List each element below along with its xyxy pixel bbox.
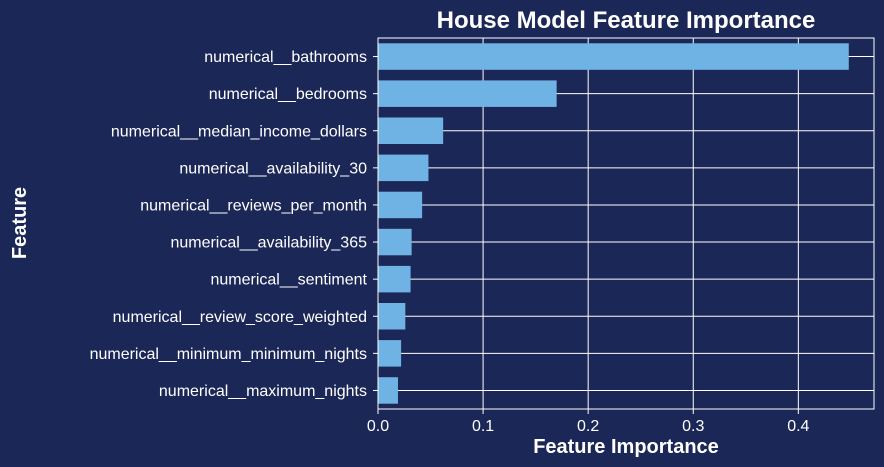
bar-numerical-maximum-nights [378,377,398,404]
chart-title: House Model Feature Importance [437,7,816,34]
bar-numerical-bathrooms [378,43,849,70]
y-tick-label: numerical__minimum_minimum_nights [90,346,367,363]
bar-numerical-availability-30 [378,154,429,182]
x-tick-label: 0.2 [577,418,599,435]
y-tick-label: numerical__maximum_nights [159,383,367,400]
y-tick-label: numerical__sentiment [210,272,367,289]
bar-numerical-median-income-dollars [378,117,444,144]
y-axis-title: Feature [9,187,31,259]
y-tick-labels: numerical__bathrooms numerical__bedroomsn… [90,49,378,400]
plot-frame [377,37,875,410]
x-tick-label: 0.3 [682,418,704,435]
y-tick-label: numerical__review_score_weighted [113,309,367,326]
y-tick-label: numerical__reviews_per_month [140,197,367,214]
x-axis-title: Feature Importance [533,436,719,458]
y-tick-label: numerical__availability_365 [170,235,367,252]
bars [378,43,849,404]
y-tick-label: numerical__bedrooms [209,86,367,103]
bar-numerical-minimum-minimum-nights [378,340,402,367]
bar-numerical-bedrooms [378,80,557,107]
bar-numerical-reviews-per-month [378,191,423,219]
x-tick-label: 0.4 [787,418,809,435]
x-tick-labels: 0.0 0.1 0.2 0.3 0.4 [367,409,810,435]
bar-numerical-review-score-weighted [378,303,406,330]
bar-numerical-availability-365 [378,228,412,256]
y-tick-label: numerical__median_income_dollars [111,123,367,140]
x-tick-label: 0.0 [367,418,389,435]
bar-numerical-sentiment [378,265,411,293]
y-tick-label: numerical__availability_30 [179,160,367,177]
y-tick-label: numerical__bathrooms [204,49,367,66]
x-tick-label: 0.1 [472,418,494,435]
